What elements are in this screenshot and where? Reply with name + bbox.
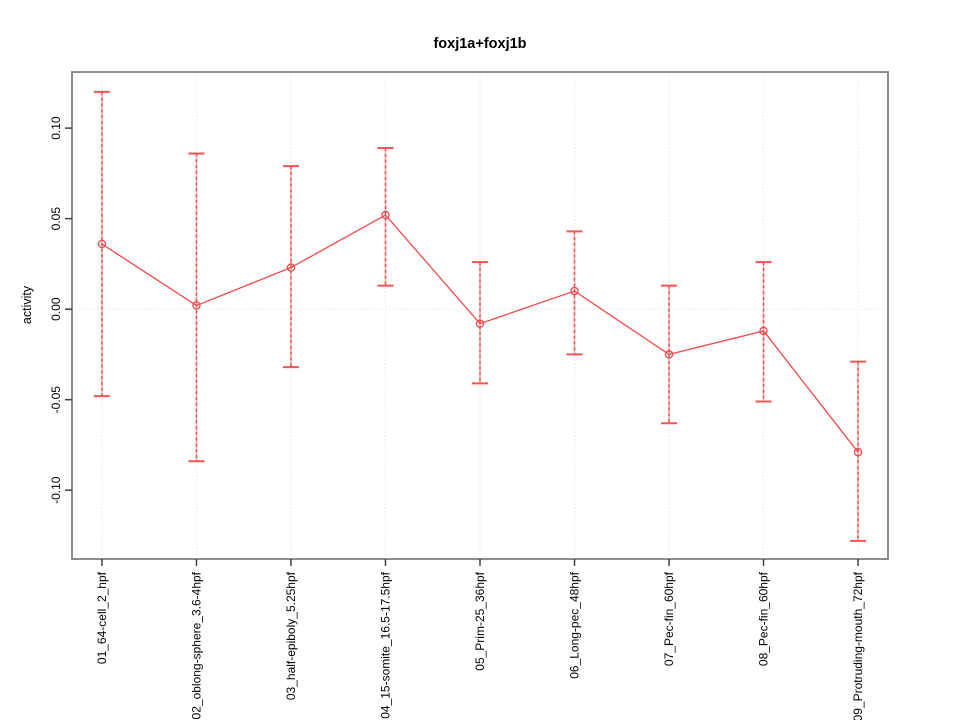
y-tick-label: -0.10 bbox=[49, 476, 63, 504]
x-tick-label: 04_15-somite_16.5-17.5hpf bbox=[378, 571, 392, 718]
y-tick-label: -0.05 bbox=[49, 386, 63, 414]
x-tick-label: 09_Protruding-mouth_72hpf bbox=[851, 571, 865, 720]
data-point-marker bbox=[192, 301, 201, 310]
chart-title: foxj1a+foxj1b bbox=[433, 36, 527, 52]
data-point-marker bbox=[853, 447, 863, 457]
data-point-marker bbox=[286, 263, 296, 272]
data-point-marker bbox=[759, 326, 768, 336]
data-point-marker bbox=[664, 350, 674, 359]
y-tick-label: 0.10 bbox=[49, 116, 63, 140]
data-point-marker bbox=[475, 319, 485, 328]
x-tick-label: 07_Pec-fin_60hpf bbox=[662, 571, 676, 666]
x-tick-label: 05_Prim-25_36hpf bbox=[473, 571, 487, 670]
y-tick-label: 0.00 bbox=[49, 297, 63, 321]
data-point-marker bbox=[570, 286, 579, 296]
x-tick-label: 01_64-cell_2_hpf bbox=[95, 571, 109, 664]
x-tick-label: 08_Pec-fin_60hpf bbox=[757, 571, 771, 666]
y-tick-label: 0.05 bbox=[49, 207, 63, 231]
x-tick-label: 02_oblong-sphere_3.6-4hpf bbox=[189, 571, 203, 719]
x-tick-label: 06_Long-pec_48hpf bbox=[568, 571, 582, 678]
x-tick-label: 03_half-epiboly_5.25hpf bbox=[284, 571, 298, 700]
data-point-marker bbox=[381, 210, 390, 220]
series-line bbox=[101, 214, 859, 453]
data-point-marker bbox=[97, 239, 107, 249]
